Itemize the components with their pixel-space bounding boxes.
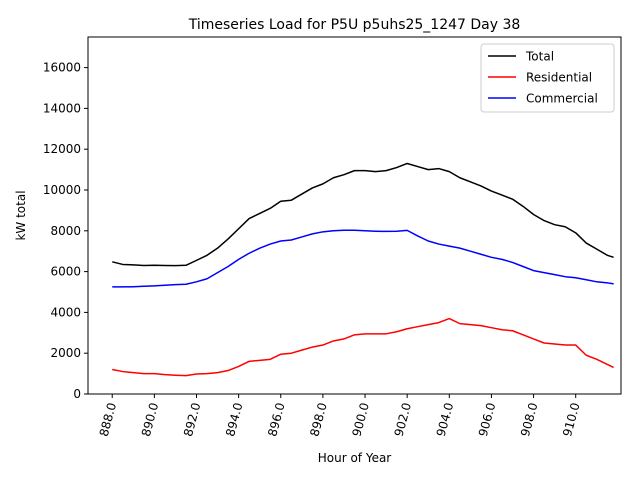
series-line-residential (112, 317, 614, 377)
series-line-commercial (112, 229, 614, 288)
legend-box (480, 43, 615, 113)
plot-frame (87, 36, 622, 395)
y-tick-label: 4000 (50, 305, 81, 319)
chart-title: Timeseries Load for P5U p5uhs25_1247 Day… (188, 17, 521, 33)
y-tick-label: 10000 (43, 183, 81, 197)
y-axis: 0 2000 4000 6000 8000 10000 12000 14000 16000 (43, 61, 88, 401)
x-axis-label: Hour of Year (318, 451, 392, 465)
y-tick-label: 14000 (43, 101, 81, 115)
y-tick-label: 2000 (50, 346, 81, 360)
y-tick-label: 12000 (43, 142, 81, 156)
y-axis-label: kW total (14, 190, 28, 240)
legend-label-commercial: Commercial (526, 92, 598, 106)
series-group (112, 162, 614, 377)
series-line-total (112, 162, 614, 267)
y-tick-label: 0 (73, 387, 81, 401)
legend-label-residential: Residential (526, 71, 592, 85)
y-tick-label: 6000 (50, 265, 81, 279)
y-tick-label: 16000 (43, 61, 81, 75)
y-tick-label: 8000 (50, 224, 81, 238)
legend-label-total: Total (525, 50, 554, 64)
legend: Total Residential Commercial (480, 43, 615, 113)
